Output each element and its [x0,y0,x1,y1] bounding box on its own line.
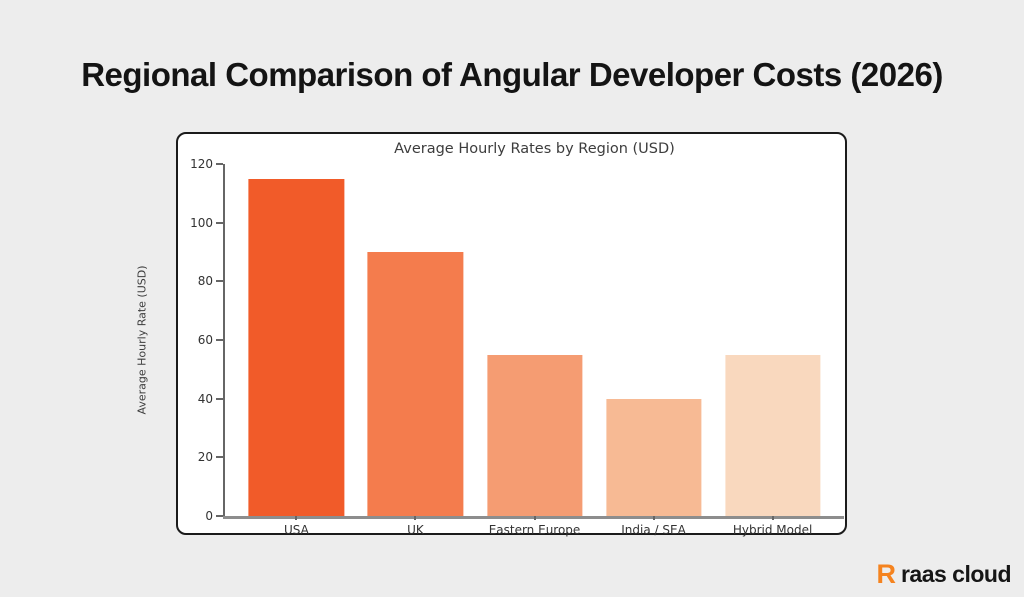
y-tick-mark [216,221,223,224]
y-tick-label: 20 [197,450,213,465]
y-tick-mark [216,456,223,459]
x-tick-label: USA [284,523,309,537]
x-tick-mark [414,516,417,520]
x-tick-mark [295,516,298,520]
chart-card: Average Hourly Rates by Region (USD) Ave… [136,132,847,537]
x-tick-label: India / SEA [621,523,686,537]
brand-logo: R raas cloud [876,561,1011,588]
x-tick-mark [533,516,536,520]
y-tick-label: 0 [205,509,213,523]
y-axis-label: Average Hourly Rate (USD) [135,265,149,415]
page-title: Regional Comparison of Angular Developer… [81,56,943,93]
bar-eastern-europe [486,354,583,516]
y-tick-mark [216,163,223,165]
y-tick-mark [216,339,223,341]
bar-uk [367,252,464,516]
plot-area: 0 20 40 60 80 100 120 USA UK Eastern Europe India… [190,157,844,537]
y-tick-label: 120 [190,157,213,171]
y-tick-label: 40 [197,391,213,406]
x-tick-mark [771,516,774,520]
brand-r-icon: R [876,559,896,589]
y-tick-label: 100 [190,215,213,230]
bar-hybrid-model [724,354,821,516]
y-tick-mark [216,397,223,400]
x-tick-label: Hybrid Model [732,523,813,537]
x-tick-mark [652,516,655,520]
y-tick-label: 80 [197,274,213,289]
x-tick-label: UK [407,523,424,537]
y-tick-mark [216,515,223,517]
y-axis-spine [223,164,225,516]
bar-india-sea [605,398,702,516]
bar-usa [248,178,345,516]
y-tick-mark [216,280,223,283]
brand-name: raas cloud [900,561,1012,587]
chart-title: Average Hourly Rates by Region (USD) [394,141,675,157]
x-tick-label: Eastern Europe [488,523,581,537]
y-tick-label: 60 [197,333,213,347]
